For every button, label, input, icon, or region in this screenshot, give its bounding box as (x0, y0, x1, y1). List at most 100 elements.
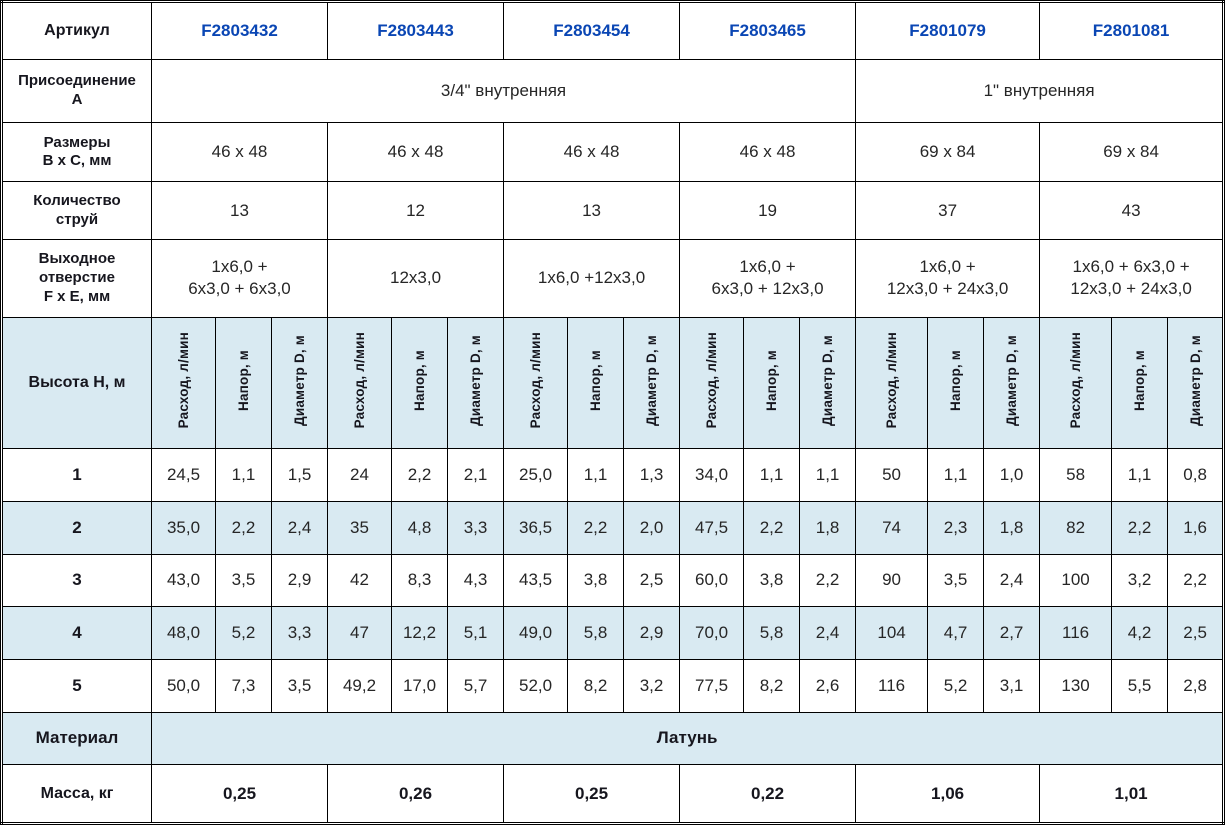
data-cell: 2,9 (623, 606, 681, 660)
data-cell: 2,6 (799, 658, 857, 713)
outlet-value: 1x6,0 +12x3,0 (503, 238, 681, 318)
data-cell: 70,0 (679, 606, 745, 660)
col-header-flow: Расход, л/мин (1039, 316, 1113, 450)
data-cell: 35,0 (151, 501, 216, 555)
data-cell: 1,8 (983, 501, 1041, 555)
data-cell: 104 (855, 606, 929, 660)
data-cell: 3,3 (447, 501, 505, 555)
data-cell: 82 (1039, 501, 1113, 555)
data-cell: 8,3 (391, 553, 449, 608)
jet-count-value: 19 (679, 181, 857, 240)
row-column-headers: Высота H, м Расход, л/мин Напор, м Диаме… (1, 316, 1225, 450)
jet-count-value: 43 (1039, 181, 1225, 240)
data-cell: 1,1 (567, 448, 625, 502)
data-cell: 116 (1039, 606, 1113, 660)
col-header-flow: Расход, л/мин (151, 316, 216, 450)
mass-value: 0,26 (327, 764, 505, 824)
col-header-flow: Расход, л/мин (327, 316, 393, 450)
height-value: 4 (1, 606, 152, 660)
connection-value-34: 3/4" внутренняя (150, 58, 857, 124)
data-cell: 1,1 (1111, 448, 1169, 502)
row-label-dimensions: Размеры В х С, мм (1, 122, 152, 183)
mass-value: 1,06 (855, 764, 1041, 824)
data-cell: 0,8 (1167, 448, 1225, 502)
height-value: 2 (1, 501, 152, 555)
col-header-head: Напор, м (743, 316, 801, 450)
data-cell: 60,0 (679, 553, 745, 608)
data-cell: 2,1 (447, 448, 505, 502)
data-cell: 116 (855, 658, 929, 713)
data-cell: 1,6 (1167, 501, 1225, 555)
data-cell: 3,2 (1111, 553, 1169, 608)
jet-count-value: 12 (327, 181, 505, 240)
data-cell: 1,1 (927, 448, 985, 502)
data-cell: 2,4 (270, 501, 329, 555)
outlet-value: 1x6,0 + 12x3,0 + 24x3,0 (855, 238, 1041, 318)
data-cell: 3,8 (743, 553, 801, 608)
data-cell: 4,3 (447, 553, 505, 608)
data-cell: 3,8 (567, 553, 625, 608)
data-row-h2: 2 35,0 2,2 2,4 35 4,8 3,3 36,5 2,2 2,0 4… (1, 501, 1225, 555)
data-cell: 5,8 (567, 606, 625, 660)
data-cell: 1,1 (215, 448, 272, 502)
data-cell: 50,0 (151, 658, 216, 713)
data-cell: 36,5 (503, 501, 569, 555)
data-cell: 100 (1039, 553, 1113, 608)
data-cell: 77,5 (679, 658, 745, 713)
data-cell: 4,7 (927, 606, 985, 660)
data-cell: 8,2 (567, 658, 625, 713)
dimensions-value: 46 x 48 (679, 122, 857, 183)
data-cell: 49,2 (327, 658, 393, 713)
data-cell: 130 (1039, 658, 1113, 713)
row-label-outlet: Выходное отверстие F х Е, мм (1, 238, 152, 318)
data-cell: 2,7 (983, 606, 1041, 660)
data-cell: 3,3 (270, 606, 329, 660)
col-header-flow: Расход, л/мин (679, 316, 745, 450)
data-cell: 43,0 (151, 553, 216, 608)
data-cell: 25,0 (503, 448, 569, 502)
data-cell: 5,7 (447, 658, 505, 713)
data-cell: 47,5 (679, 501, 745, 555)
data-cell: 2,2 (1111, 501, 1169, 555)
data-cell: 58 (1039, 448, 1113, 502)
data-cell: 3,5 (215, 553, 272, 608)
data-row-h3: 3 43,0 3,5 2,9 42 8,3 4,3 43,5 3,8 2,5 6… (1, 553, 1225, 608)
data-cell: 2,2 (391, 448, 449, 502)
row-label-jet-count: Количество струй (1, 181, 152, 240)
data-cell: 43,5 (503, 553, 569, 608)
data-cell: 42 (327, 553, 393, 608)
row-label-material: Материал (1, 711, 152, 766)
data-cell: 2,4 (983, 553, 1041, 608)
col-header-head: Напор, м (1111, 316, 1169, 450)
data-cell: 2,2 (1167, 553, 1225, 608)
col-header-head: Напор, м (391, 316, 449, 450)
data-row-h1: 1 24,5 1,1 1,5 24 2,2 2,1 25,0 1,1 1,3 3… (1, 448, 1225, 502)
data-cell: 4,8 (391, 501, 449, 555)
material-value: Латунь (150, 711, 1225, 766)
mass-value: 1,01 (1039, 764, 1225, 824)
row-article: Артикул F2803432 F2803443 F2803454 F2803… (1, 1, 1225, 60)
data-cell: 50 (855, 448, 929, 502)
data-cell: 90 (855, 553, 929, 608)
data-cell: 1,8 (799, 501, 857, 555)
data-cell: 74 (855, 501, 929, 555)
data-cell: 8,2 (743, 658, 801, 713)
dimensions-value: 46 x 48 (150, 122, 329, 183)
data-cell: 2,9 (270, 553, 329, 608)
data-cell: 7,3 (215, 658, 272, 713)
mass-value: 0,25 (150, 764, 329, 824)
dimensions-value: 69 x 84 (1039, 122, 1225, 183)
data-cell: 2,5 (1167, 606, 1225, 660)
row-mass: Масса, кг 0,25 0,26 0,25 0,22 1,06 1,01 (1, 764, 1225, 824)
dimensions-value: 46 x 48 (503, 122, 681, 183)
outlet-value: 1x6,0 + 6x3,0 + 12x3,0 (679, 238, 857, 318)
row-outlet: Выходное отверстие F х Е, мм 1x6,0 + 6x3… (1, 238, 1225, 318)
col-header-diameter: Диаметр D, м (623, 316, 681, 450)
article-number-5: F2801079 (855, 1, 1041, 60)
col-header-diameter: Диаметр D, м (447, 316, 505, 450)
data-cell: 2,2 (567, 501, 625, 555)
dimensions-value: 46 x 48 (327, 122, 505, 183)
outlet-value: 1x6,0 + 6x3,0 + 12x3,0 + 24x3,0 (1039, 238, 1225, 318)
